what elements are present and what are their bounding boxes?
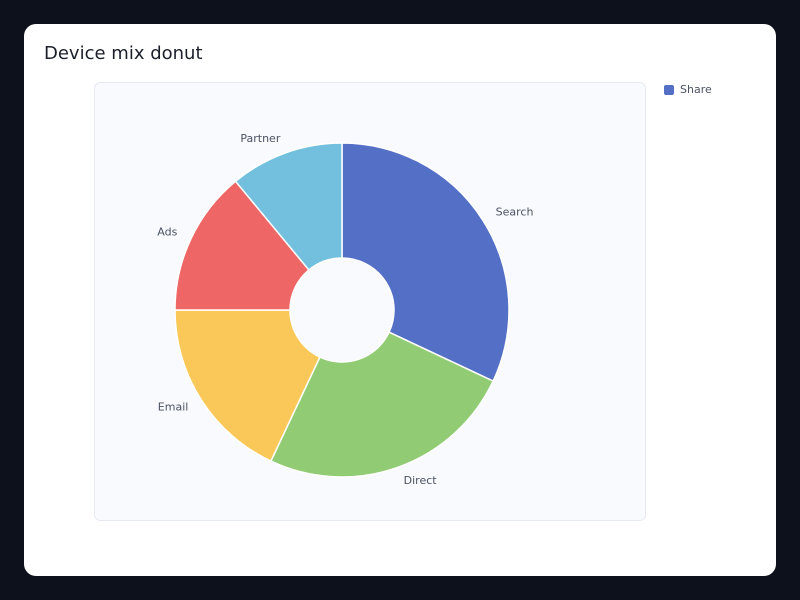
chart-title: Device mix donut bbox=[44, 43, 203, 64]
chart: Search Direct Email Ads Partner Share bbox=[94, 82, 712, 521]
slice-label: Email bbox=[158, 401, 189, 414]
donut-slice bbox=[341, 142, 510, 383]
slice-label: Partner bbox=[240, 132, 280, 145]
donut-slice bbox=[174, 309, 321, 463]
donut-slice bbox=[234, 142, 343, 271]
slice-label: Direct bbox=[404, 474, 438, 487]
donut-slice bbox=[174, 180, 310, 311]
slice-label: Search bbox=[496, 205, 534, 218]
slice-label: Ads bbox=[157, 226, 177, 239]
card: Device mix donut Search Direct Email Ads Par… bbox=[24, 24, 776, 576]
legend-swatch bbox=[664, 85, 674, 95]
donut-slice bbox=[269, 331, 495, 478]
legend-label: Share bbox=[680, 83, 712, 96]
